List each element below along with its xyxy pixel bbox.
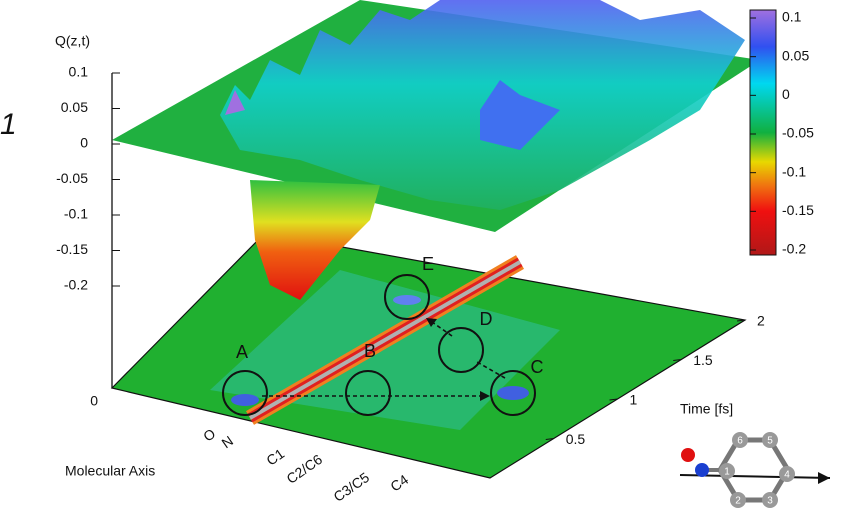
y-tick-label: 1.5 [693,352,713,368]
colorbar-tick-label: 0.05 [782,47,809,63]
annotation: C [531,357,544,377]
atom-label: 2 [735,496,741,507]
x-tick-label: O [200,425,218,444]
z-tick-label: -0.15 [56,241,88,257]
atom-label: 6 [737,436,743,447]
y-tick-label: 1 [630,392,638,408]
chart: Q(z,t) 1 0 Time [fs] Molecular Axis 0.1 0… [0,0,859,525]
z-tick-label: 0.1 [69,64,89,80]
annotation: B [364,341,376,361]
annotation: E [422,254,434,274]
z-tick-label: 0.05 [61,99,88,115]
z-tick-label: -0.1 [64,206,88,222]
atom-label: 1 [724,467,730,478]
annotation: A [236,342,248,362]
annotation: D [480,309,493,329]
x-tick-label: C1 [263,445,287,468]
colorbar [750,10,776,255]
atom-label: 3 [767,496,773,507]
panel-label: 1 [0,108,17,141]
origin-label: 0 [90,393,98,409]
colorbar-tick-label: -0.1 [782,163,806,179]
atom-label: 4 [784,470,790,481]
z-tick-label: -0.2 [64,277,88,293]
y-tick-label: 2 [757,313,765,329]
z-tick-label: 0 [80,135,88,151]
x-tick-label: C4 [387,471,411,494]
x-tick-label: C2/C6 [283,451,325,487]
y-tick-label: 0.5 [566,431,586,447]
x-tick-label: N [219,432,236,451]
z-tick-label: -0.05 [56,170,88,186]
colorbar-tick-label: 0.1 [782,9,802,25]
colorbar-tick-label: 0 [782,86,790,102]
surface [112,0,760,300]
colorbar-tick-label: -0.2 [782,241,806,257]
colorbar-tick-label: -0.05 [782,125,814,141]
x-label: Molecular Axis [65,463,155,479]
molecule [680,440,830,500]
y-label: Time [fs] [680,401,733,417]
x-tick-label: C3/C5 [330,469,372,505]
atom-label: 5 [767,436,773,447]
z-label: Q(z,t) [55,33,90,49]
colorbar-tick-label: -0.15 [782,202,814,218]
